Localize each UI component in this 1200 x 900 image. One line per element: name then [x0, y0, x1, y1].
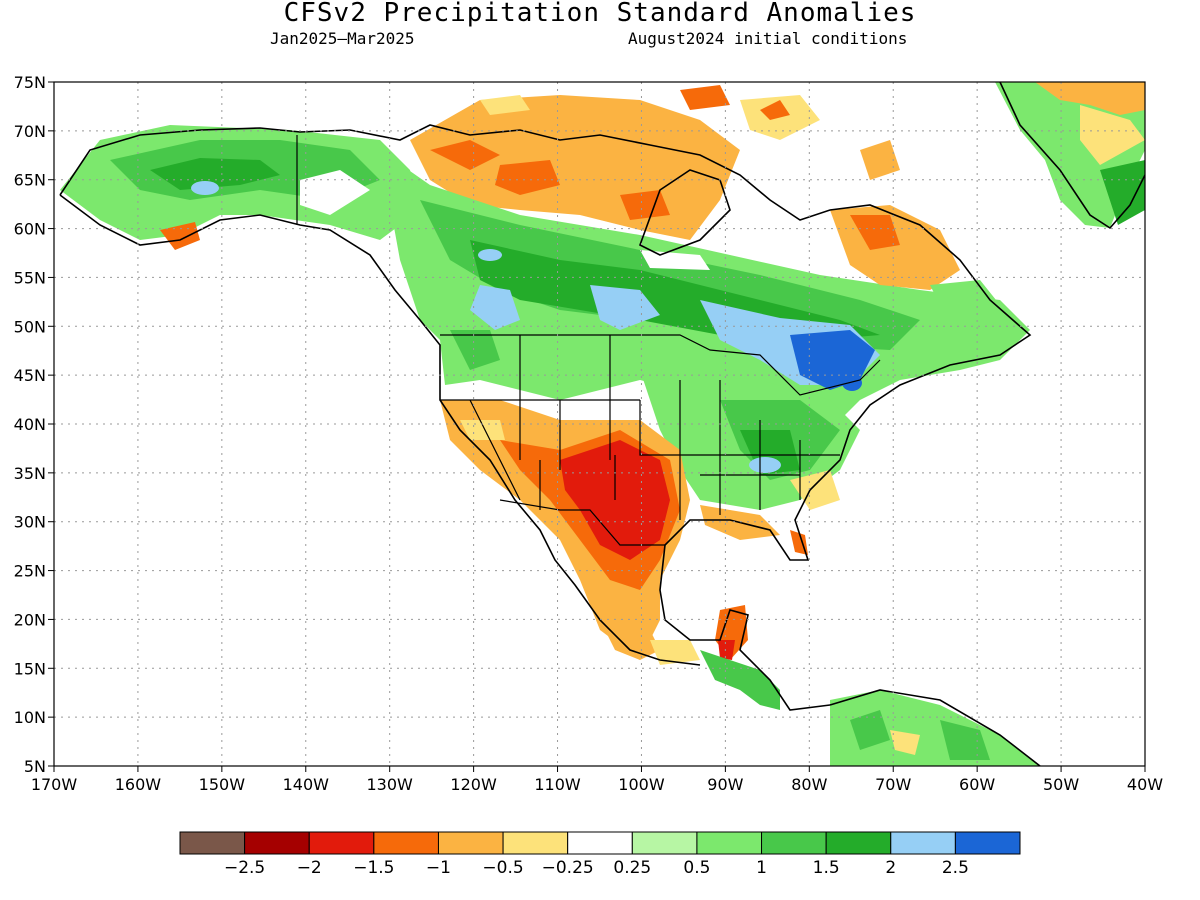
legend-swatch: [761, 831, 827, 855]
lat-label: 70N: [14, 122, 46, 141]
legend-swatch: [502, 831, 569, 855]
latitude-labels: 75N 70N 65N 60N 55N 50N 45N 40N 35N 30N 25N 20N 15N 1…: [14, 73, 54, 776]
lon-label: 70W: [875, 775, 911, 794]
longitude-labels: 170W 160W 150W 140W 130W 120W 110W 100W 90W 80W 70…: [31, 766, 1163, 794]
anomaly-field: [60, 82, 1145, 766]
central-america-wet: [700, 650, 780, 710]
lat-label: 60N: [14, 220, 46, 239]
lon-label: 160W: [115, 775, 162, 794]
legend-swatch: [696, 831, 763, 855]
lon-label: 130W: [367, 775, 414, 794]
lat-label: 5N: [24, 757, 46, 776]
legend-swatch: [437, 831, 504, 855]
legend-swatch: [567, 831, 633, 855]
graticule: [54, 82, 1145, 766]
legend-label: −0.25: [542, 858, 594, 878]
legend-swatch: [825, 831, 892, 855]
legend-swatch: [179, 831, 246, 855]
legend-swatch: [954, 831, 1021, 855]
greenland-dry: [1035, 82, 1145, 115]
legend-label: 2: [885, 858, 896, 878]
legend-label: −1.5: [353, 858, 394, 878]
legend-swatch: [244, 831, 310, 855]
lon-label: 140W: [283, 775, 330, 794]
lat-label: 75N: [14, 73, 46, 92]
lon-label: 110W: [534, 775, 581, 794]
legend-swatch: [308, 831, 375, 855]
lat-label: 40N: [14, 415, 46, 434]
colorbar-legend: −2.5 −2 −1.5 −1 −0.5 −0.25 0.25 0.5 1 1.5 2 2.5: [179, 831, 1021, 878]
legend-label: 2.5: [942, 858, 969, 878]
legend-label: 0.5: [683, 858, 710, 878]
legend-label: −2: [297, 858, 322, 878]
lon-label: 100W: [618, 775, 665, 794]
legend-swatch: [631, 831, 698, 855]
map-title: CFSv2 Precipitation Standard Anomalies: [283, 0, 917, 28]
lon-label: 170W: [31, 775, 78, 794]
lon-label: 90W: [707, 775, 743, 794]
lon-label: 150W: [199, 775, 246, 794]
lat-label: 50N: [14, 317, 46, 336]
lat-label: 25N: [14, 562, 46, 581]
lon-label: 50W: [1043, 775, 1079, 794]
legend-label: 1: [756, 858, 767, 878]
lon-label: 40W: [1127, 775, 1163, 794]
legend-label: 1.5: [813, 858, 840, 878]
lat-label: 20N: [14, 610, 46, 629]
forecast-period: Jan2025–Mar2025: [270, 29, 415, 48]
political-borders: [296, 135, 881, 546]
legend-swatch: [373, 831, 439, 855]
lon-label: 60W: [959, 775, 995, 794]
legend-label: 0.25: [613, 858, 651, 878]
legend-label: −1: [426, 858, 451, 878]
legend-label: −2.5: [224, 858, 265, 878]
south-america: [830, 690, 1040, 766]
lat-label: 35N: [14, 464, 46, 483]
lat-label: 15N: [14, 659, 46, 678]
legend-label: −0.5: [482, 858, 523, 878]
lon-label: 120W: [450, 775, 497, 794]
lat-label: 65N: [14, 171, 46, 190]
lat-label: 30N: [14, 513, 46, 532]
lon-label: 80W: [791, 775, 827, 794]
legend-swatch: [890, 831, 956, 855]
lat-label: 55N: [14, 268, 46, 287]
initial-conditions: August2024 initial conditions: [628, 29, 908, 48]
lat-label: 10N: [14, 708, 46, 727]
lat-label: 45N: [14, 366, 46, 385]
